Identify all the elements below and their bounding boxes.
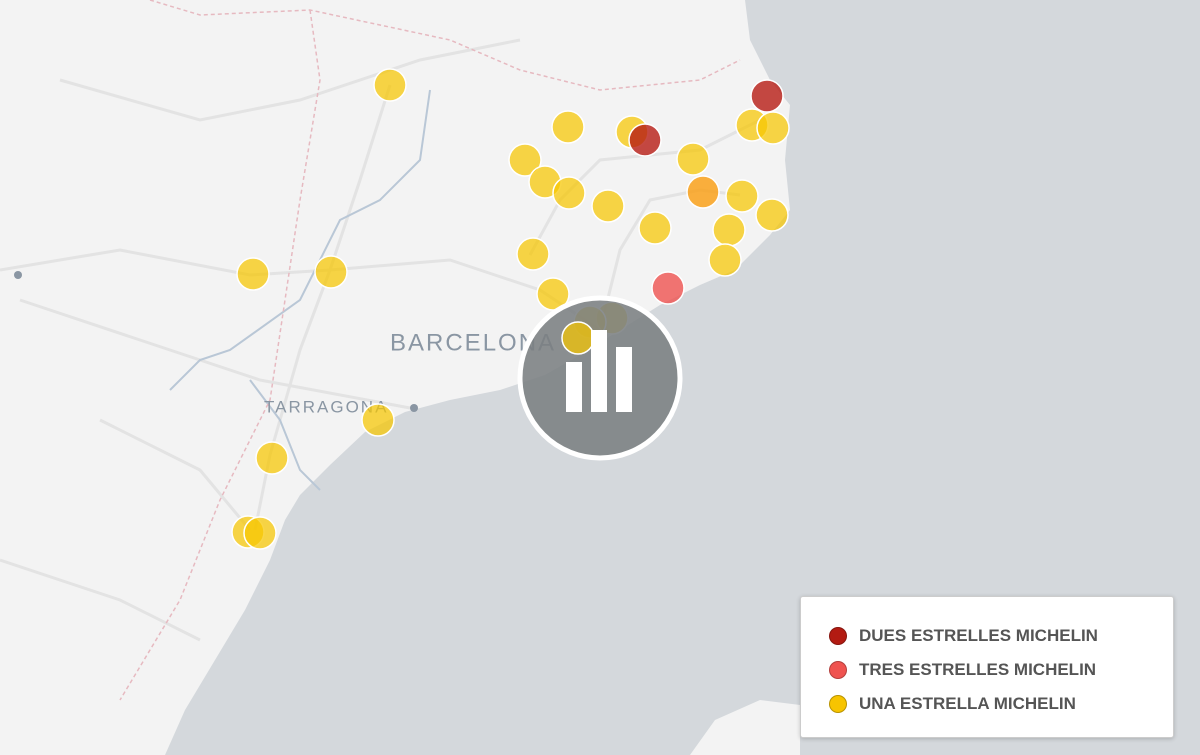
land: [0, 0, 790, 755]
city-dot: [410, 404, 418, 412]
legend-label: DUES ESTRELLES MICHELIN: [859, 626, 1098, 645]
legend-swatch: [829, 695, 847, 713]
city-dot: [14, 271, 22, 279]
chart-button[interactable]: [517, 295, 683, 461]
legend-item[interactable]: TRES ESTRELLES MICHELIN: [801, 653, 1173, 687]
border: [119, 9, 321, 701]
legend-swatch: [829, 661, 847, 679]
island: [690, 700, 800, 755]
river: [249, 379, 321, 491]
border: [149, 0, 741, 91]
legend-item[interactable]: DUES ESTRELLES MICHELIN: [801, 619, 1173, 653]
legend-label: TRES ESTRELLES MICHELIN: [859, 660, 1097, 679]
legend-label: UNA ESTRELLA MICHELIN: [859, 694, 1076, 713]
place-label: TARRAGONA: [264, 397, 388, 416]
legend-item[interactable]: UNA ESTRELLA MICHELIN: [801, 687, 1173, 721]
legend: DUES ESTRELLES MICHELIN TRES ESTRELLES MI…: [800, 596, 1174, 738]
legend-swatch: [829, 627, 847, 645]
